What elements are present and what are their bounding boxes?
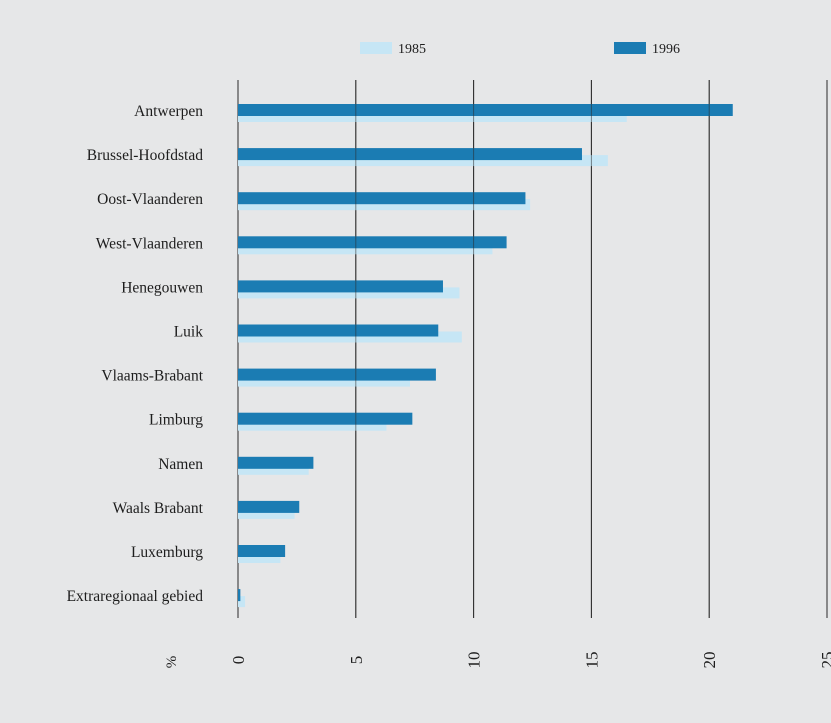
category-label: West-Vlaanderen	[96, 235, 203, 252]
bar-1985	[238, 375, 410, 387]
legend-label-1996: 1996	[652, 42, 680, 57]
bar-1985	[238, 596, 246, 608]
bar-1985	[238, 243, 493, 255]
bar-1985	[238, 507, 295, 519]
bar-1996	[238, 236, 507, 249]
category-labels: Antwerpen Brussel-Hoofdstad Oost-Vlaandere…	[67, 103, 204, 605]
category-label: Luik	[174, 324, 204, 341]
bar-1985	[238, 155, 608, 167]
x-tick-label: 25	[818, 652, 831, 669]
legend-swatch-1985	[360, 42, 392, 54]
bar-1985	[238, 419, 387, 431]
bar-1996	[238, 589, 241, 602]
x-tick-label: 5	[347, 656, 366, 665]
category-label: Antwerpen	[134, 103, 203, 120]
category-label: Namen	[158, 456, 203, 473]
bar-1996	[238, 412, 413, 425]
x-axis-label: %	[164, 656, 180, 669]
bar-1985	[238, 463, 309, 475]
bar-1996	[238, 545, 286, 557]
bar-1985	[238, 331, 462, 343]
category-label: Limburg	[149, 412, 203, 429]
category-label: Vlaams-Brabant	[101, 368, 203, 385]
x-tick-label: 10	[465, 652, 484, 669]
category-label: Oost-Vlaanderen	[97, 191, 203, 208]
bar-1996	[238, 192, 526, 205]
category-label: Luxemburg	[131, 544, 203, 561]
bar-1996	[238, 368, 436, 381]
bars	[238, 80, 828, 618]
bar-1996	[238, 104, 733, 116]
bar-1996	[238, 456, 314, 469]
category-label: Henegouwen	[121, 279, 203, 296]
category-label: Extraregionaal gebied	[67, 588, 204, 605]
legend-label-1985: 1985	[398, 42, 426, 57]
bar-1996	[238, 280, 443, 293]
bar-1996	[238, 324, 439, 337]
category-label: Brussel-Hoofdstad	[87, 147, 203, 164]
category-label: Waals Brabant	[113, 500, 204, 517]
bar-1985	[238, 552, 281, 563]
legend: 1985 1996	[360, 42, 680, 57]
bar-1996	[238, 148, 582, 161]
bar-1996	[238, 500, 300, 513]
x-axis-ticks: 0 5 10 15 20 25	[229, 652, 831, 669]
bar-1985	[238, 199, 531, 211]
bar-1985	[238, 111, 627, 122]
x-tick-label: 20	[700, 652, 719, 669]
bar-1985	[238, 287, 460, 299]
x-tick-label: 0	[229, 656, 248, 665]
legend-swatch-1996	[614, 42, 646, 54]
x-tick-label: 15	[582, 652, 601, 669]
